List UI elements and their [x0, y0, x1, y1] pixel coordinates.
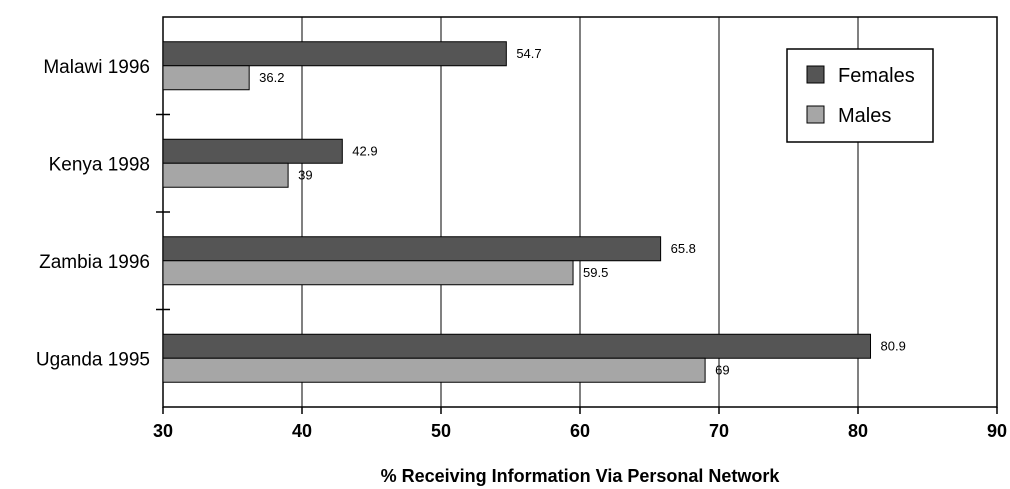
- x-tick-label: 80: [848, 421, 868, 441]
- bar-females: [162, 236, 662, 262]
- data-label: 42.9: [352, 143, 377, 158]
- bars: [162, 41, 872, 383]
- category-label: Uganda 1995: [36, 349, 150, 370]
- data-label: 54.7: [516, 46, 541, 61]
- legend-swatch-males: [806, 105, 825, 124]
- x-tick-label: 40: [292, 421, 312, 441]
- legend: Females Males: [786, 48, 934, 143]
- data-label: 65.8: [671, 241, 696, 256]
- x-tick-label: 70: [709, 421, 729, 441]
- bar-females: [162, 138, 343, 164]
- bar-males: [162, 65, 250, 91]
- data-label: 36.2: [259, 70, 284, 85]
- x-axis: 30 40 50 60 70 80 90: [153, 407, 1007, 441]
- bar-males: [162, 162, 289, 188]
- legend-label-females: Females: [838, 65, 915, 87]
- legend-swatch-females: [806, 65, 825, 84]
- category-label: Kenya 1998: [49, 154, 150, 175]
- x-tick-label: 90: [987, 421, 1007, 441]
- category-label: Zambia 1996: [39, 252, 150, 273]
- x-tick-label: 30: [153, 421, 173, 441]
- x-axis-title: % Receiving Information Via Personal Net…: [381, 466, 781, 486]
- bar-males: [162, 357, 706, 383]
- legend-box: [786, 48, 934, 143]
- x-tick-label: 60: [570, 421, 590, 441]
- data-label: 59.5: [583, 265, 608, 280]
- bar-males: [162, 260, 574, 286]
- bar-females: [162, 41, 507, 67]
- x-tick-label: 50: [431, 421, 451, 441]
- bar-females: [162, 333, 872, 359]
- y-axis: Malawi 1996 Kenya 1998 Zambia 1996 Uganda 1…: [36, 57, 170, 370]
- value-labels: 54.7 36.2 42.9 39 65.8 59.5 80.9 69: [259, 46, 906, 378]
- data-label: 39: [298, 167, 312, 182]
- data-label: 80.9: [881, 338, 906, 353]
- category-label: Malawi 1996: [43, 57, 150, 78]
- legend-label-males: Males: [838, 105, 891, 127]
- data-label: 69: [715, 362, 729, 377]
